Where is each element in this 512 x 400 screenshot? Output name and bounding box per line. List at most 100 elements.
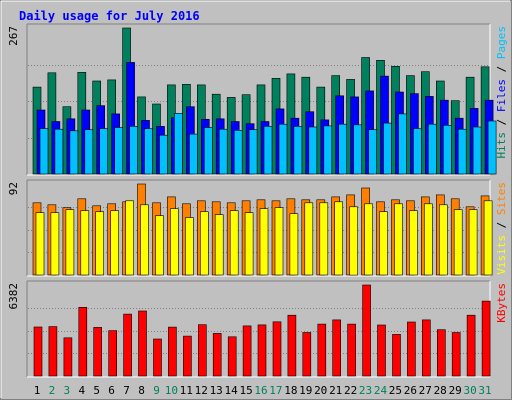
kbytes-panel-legend: KBytes xyxy=(495,283,508,323)
visits-bar xyxy=(35,212,45,276)
pages-bar xyxy=(353,124,362,175)
kbytes-bar xyxy=(407,321,416,377)
day-label: 11 xyxy=(180,384,193,397)
kbytes-bar xyxy=(33,326,43,377)
day-label: 26 xyxy=(404,384,417,397)
kbytes-bar xyxy=(287,314,297,377)
kbytes-bar xyxy=(63,337,73,377)
kbytes-bar xyxy=(436,329,446,377)
day-label: 23 xyxy=(359,384,372,397)
y-max-label: 92 xyxy=(7,182,20,195)
day-label: 19 xyxy=(299,384,312,397)
visits-bar xyxy=(244,212,254,276)
kbytes-bar xyxy=(481,300,491,377)
day-label: 15 xyxy=(239,384,252,397)
visits-bar xyxy=(185,217,194,276)
legend-separator: / xyxy=(495,112,508,132)
legend-pages: Pages xyxy=(495,26,508,59)
pages-bar xyxy=(487,120,497,175)
kbytes-bar xyxy=(227,336,237,377)
visits-bar xyxy=(140,204,149,276)
pages-bar xyxy=(84,129,94,175)
day-label: 20 xyxy=(314,384,327,397)
legend-separator: / xyxy=(495,59,508,79)
kbytes-bar xyxy=(332,319,342,377)
pages-bar xyxy=(383,122,392,175)
day-label: 2 xyxy=(49,384,56,397)
visits-bar xyxy=(274,207,284,276)
day-label: 13 xyxy=(210,384,223,397)
pages-bar xyxy=(189,133,198,175)
day-label: 16 xyxy=(254,384,267,397)
visits-bar xyxy=(468,209,478,276)
visits-bar xyxy=(125,200,134,276)
kbytes-bar xyxy=(242,325,252,377)
day-label: 29 xyxy=(449,384,462,397)
visits-bar xyxy=(438,204,448,276)
visits-bar xyxy=(364,203,373,276)
visits-bar xyxy=(50,212,60,276)
kbytes-bar xyxy=(272,321,282,377)
kbytes-bar xyxy=(168,326,177,377)
y-max-label: 6382 xyxy=(7,283,20,310)
kbytes-bar xyxy=(108,330,117,377)
kbytes-bar xyxy=(466,314,476,377)
pages-bar xyxy=(99,128,108,175)
pages-bar xyxy=(278,123,288,175)
visits-bar xyxy=(289,213,299,276)
pages-bar xyxy=(248,129,258,175)
day-label: 27 xyxy=(419,384,432,397)
visits-bar xyxy=(379,211,388,276)
pages-bar xyxy=(457,128,467,175)
visits-bar xyxy=(200,211,209,276)
visits-bar xyxy=(170,208,179,276)
pages-bar xyxy=(204,127,213,175)
pages-bar xyxy=(129,126,138,175)
visits-bar xyxy=(95,211,104,276)
pages-bar xyxy=(442,125,452,175)
pages-bar xyxy=(338,123,348,175)
kbytes-bar xyxy=(421,319,431,377)
legend-visits: Visits xyxy=(495,235,508,275)
pages-bar xyxy=(218,128,228,175)
hits-panel-legend: Hits / Files / Pages xyxy=(495,26,508,159)
day-label: 24 xyxy=(374,384,388,397)
visits-bar xyxy=(334,201,344,276)
pages-bar xyxy=(263,126,273,175)
pages-bar xyxy=(144,128,153,175)
day-label: 14 xyxy=(224,384,238,397)
pages-bar xyxy=(368,129,377,175)
visits-bar xyxy=(259,208,269,276)
pages-bar xyxy=(427,123,437,175)
hits-panel: 267 Hits / Files / Pages xyxy=(7,23,508,176)
visits-bar xyxy=(110,210,119,276)
visits-bar xyxy=(423,203,433,276)
day-label: 4 xyxy=(78,384,85,397)
day-label: 18 xyxy=(284,384,297,397)
visits-bar xyxy=(304,202,314,276)
day-label: 30 xyxy=(463,384,476,397)
visits-bar xyxy=(483,200,493,276)
kbytes-bar xyxy=(317,323,327,377)
kbytes-panel: 6382 KBytes xyxy=(7,280,508,378)
day-label: 1 xyxy=(34,384,41,397)
day-label: 7 xyxy=(123,384,130,397)
visits-panel-legend: Visits / Sites xyxy=(495,182,508,275)
pages-bar xyxy=(472,126,482,175)
kbytes-bar xyxy=(198,324,207,377)
pages-bar xyxy=(398,113,407,175)
day-label: 12 xyxy=(195,384,208,397)
kbytes-bar xyxy=(78,306,88,377)
day-label: 25 xyxy=(389,384,402,397)
day-label: 9 xyxy=(153,384,160,397)
visits-bar xyxy=(65,209,75,276)
pages-bar xyxy=(39,128,49,175)
pages-bar xyxy=(159,134,168,175)
kbytes-bar xyxy=(257,324,267,377)
kbytes-bar xyxy=(212,333,222,377)
pages-bar xyxy=(174,113,183,175)
visits-bar xyxy=(394,203,403,276)
visits-bar xyxy=(409,210,418,276)
kbytes-bar xyxy=(153,338,162,377)
